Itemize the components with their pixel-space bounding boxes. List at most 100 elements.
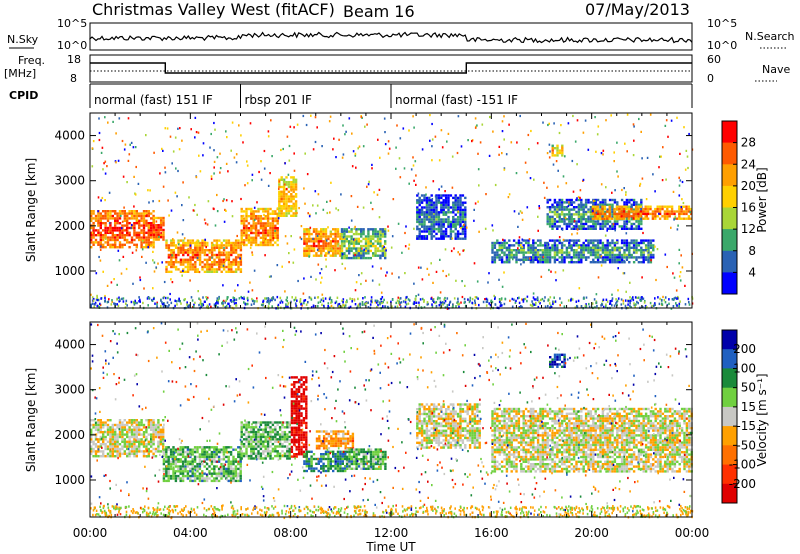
heatmap-speckle [562,269,565,272]
heatmap-speckle [494,303,497,306]
heatmap-speckle [321,303,323,306]
heatmap-speckle [625,193,627,196]
heatmap-cell [206,268,209,271]
heatmap-cell [428,220,431,224]
heatmap-speckle [576,228,579,231]
heatmap-speckle [625,225,628,228]
heatmap-cell [381,254,384,257]
heatmap-cell [194,241,197,245]
heatmap-speckle [235,298,238,301]
heatmap-speckle [602,149,605,152]
heatmap-speckle [435,304,438,308]
heatmap-speckle [371,300,373,304]
heatmap-speckle [632,217,635,220]
heatmap-cell [560,256,564,259]
heatmap-cell [186,465,190,468]
heatmap-speckle [341,253,344,256]
nave-label: Nave [762,63,790,76]
heatmap-cell [94,238,98,242]
heatmap-cell [123,219,126,222]
heatmap-speckle [656,248,659,251]
heatmap-cell [269,212,272,215]
heatmap-cell [461,215,465,219]
heatmap-cell [596,205,599,208]
heatmap-speckle [548,156,551,159]
heatmap-speckle [457,297,459,300]
heatmap-cell [198,251,202,254]
heatmap-cell [145,236,148,239]
heatmap-cell [556,215,559,218]
heatmap-cell [563,206,566,209]
heatmap-speckle [299,300,301,304]
heatmap-cell [218,263,221,266]
heatmap-cell [548,220,552,223]
heatmap-speckle [477,168,480,171]
heatmap-cell [589,215,593,218]
heatmap-speckle [262,302,265,305]
heatmap-speckle [615,298,617,301]
heatmap-cell [444,199,448,202]
heatmap-cell [503,246,506,249]
heatmap-cell [317,237,320,241]
heatmap-cell [287,207,291,210]
heatmap-cell [184,265,187,269]
heatmap-cell [601,205,604,208]
heatmap-cell [613,246,617,249]
heatmap-cell [147,421,150,424]
heatmap-cell [262,217,265,220]
heatmap-cell [142,455,146,458]
heatmap-cell [287,183,291,186]
heatmap-cell [570,258,573,261]
heatmap-cell [157,426,160,429]
heatmap-speckle [290,235,292,238]
heatmap-speckle [179,127,181,130]
heatmap-cell [649,244,653,247]
heatmap-cell [133,421,136,424]
heatmap-cell [154,447,158,451]
heatmap-speckle [263,305,266,308]
heatmap-speckle [553,205,555,208]
heatmap-speckle [370,201,372,204]
heatmap-cell [498,246,501,249]
heatmap-cell [250,239,253,242]
heatmap-cell [104,443,107,446]
heatmap-cell [334,252,337,255]
heatmap-cell [606,215,609,218]
heatmap-speckle [549,296,552,299]
heatmap-cell [184,258,187,261]
heatmap-cell [234,256,238,259]
heatmap-speckle [317,304,319,308]
heatmap-cell [172,462,175,466]
heatmap-cell [604,222,607,226]
heatmap-cell [611,251,614,254]
heatmap-cell [130,443,134,446]
heatmap-cell [563,213,566,216]
heatmap-cell [269,224,272,227]
heatmap-cell [437,220,441,224]
heatmap-cell [237,263,240,266]
heatmap-speckle [609,302,612,305]
heatmap-cell [90,452,93,455]
heatmap-speckle [225,299,227,302]
heatmap-cell [186,472,190,475]
heatmap-cell [157,443,160,446]
heatmap-speckle [190,128,192,131]
heatmap-speckle [271,297,273,300]
heatmap-cell [329,244,332,248]
heatmap-cell [104,438,107,441]
heatmap-cell [225,265,228,269]
heatmap-cell [599,239,602,242]
heatmap-cell [442,223,445,226]
heatmap-cell [376,237,380,241]
heatmap-cell [425,225,429,228]
heatmap-cell [230,268,233,271]
heatmap-speckle [582,131,585,134]
heatmap-speckle [122,297,125,300]
heatmap-cell [565,239,569,242]
heatmap-cell [140,229,143,232]
heatmap-cell [312,247,316,250]
heatmap-cell [114,443,117,446]
heatmap-cell [546,220,549,223]
heatmap-cell [167,256,171,259]
heatmap-cell [589,218,593,221]
